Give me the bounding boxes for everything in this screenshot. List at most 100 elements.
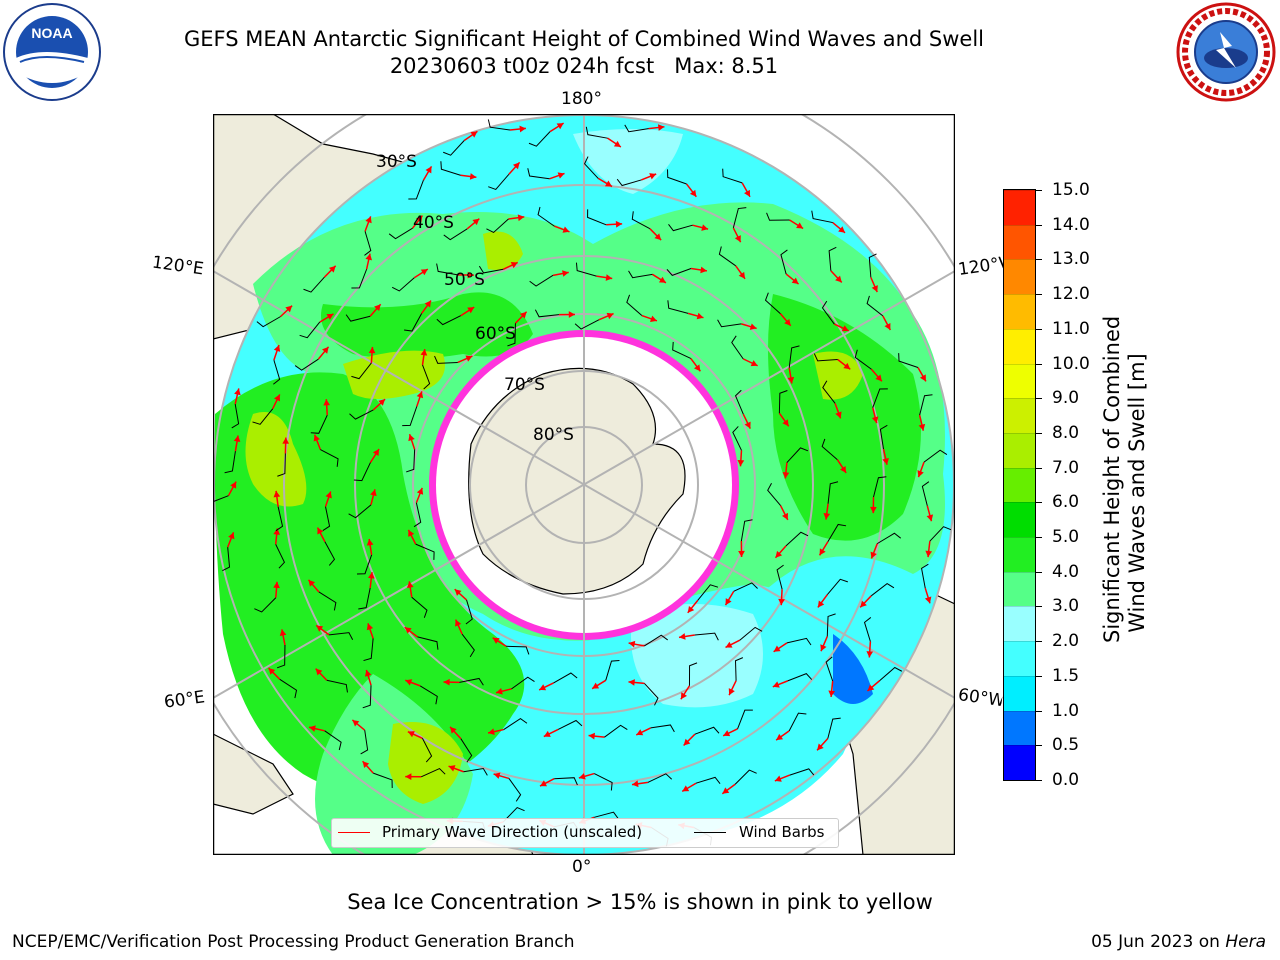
colorbar-tick-label: 11.0 [1052,318,1090,339]
wave-arrow-head [744,189,751,197]
wind-barb [254,597,277,613]
colorbar-segment [1004,745,1035,780]
wave-arrow-head [725,641,733,648]
wind-barb [788,712,807,732]
wave-arrow-head [540,780,548,787]
wind-barb [821,300,835,325]
colorbar-segment [1004,641,1035,676]
colorbar [1003,189,1036,781]
wave-arrow-head [274,394,281,402]
wind-barb [421,738,433,763]
wave-arrow-head [420,269,428,276]
wind-barb [402,406,418,427]
wind-barb [349,409,374,420]
wave-arrow-head [279,629,287,637]
wave-arrow-head [823,513,831,520]
wind-barb [391,277,415,292]
wave-arrow-head [725,598,732,606]
wind-barb [276,645,286,669]
wind-barb [373,772,393,788]
legend-wave-swatch [338,832,370,833]
colorbar-tick-mark [1036,328,1042,330]
wave-arrow-head [365,216,372,224]
wave-arrow-head [926,514,934,522]
wind-barb [919,394,933,416]
colorbar-tick-label: 6.0 [1052,492,1080,513]
colorbar-segment [1004,571,1035,607]
wave-arrow-head [696,312,704,320]
wave-arrow-head [870,506,877,514]
wave-arrow-head [408,529,415,537]
colorbar-segment [1004,363,1035,399]
colorbar-tick-mark [1036,224,1042,226]
wave-arrow-head [839,465,847,473]
colorbar-title: Significant Height of Combined Wind Wave… [1100,316,1150,643]
wind-barb [766,212,790,221]
colorbar-tick-label: 3.0 [1052,596,1080,617]
wave-arrow-head [657,124,665,131]
wave-arrow-head [408,434,415,442]
wave-arrow-head [455,619,462,627]
wave-arrow-head [819,548,826,556]
wind-barb [594,773,613,791]
colorbar-tick-mark [1036,398,1042,400]
wind-barb [731,335,744,360]
noaa-logo: NOAA [2,2,102,102]
wave-arrow-head [315,668,323,676]
wind-barb [256,316,281,328]
wind-barb [717,319,742,328]
wind-barb [764,292,781,314]
wind-barb [667,300,689,314]
wave-arrow-head [835,411,842,419]
wave-arrow-head [282,437,290,444]
wind-barb [786,637,812,646]
wind-barb [688,662,698,686]
wind-barb [822,380,836,404]
wind-barb [299,321,321,339]
wind-barb [854,349,872,370]
wave-arrow-head [679,633,686,640]
wave-arrow-head [835,275,842,283]
wind-barb [785,531,809,547]
colorbar-segment [1004,675,1035,711]
wave-arrow-head [782,512,789,520]
wave-arrow-head [613,140,621,148]
chart-title: GEFS MEAN Antarctic Significant Height o… [0,26,1168,80]
wave-arrow-head [749,323,757,330]
colorbar-tick-mark [1036,537,1042,539]
wave-arrow-head [517,214,525,222]
wind-barb [605,659,620,681]
wind-barb [231,403,240,429]
wind-barb [921,481,930,506]
wave-arrow-head [273,581,280,589]
colorbar-tick-label: 7.0 [1052,457,1080,478]
wind-barb [694,632,719,641]
wave-arrow-head [917,470,924,478]
wave-arrow-head [510,262,518,269]
colorbar-segment [1004,259,1035,295]
wind-barb [557,719,583,730]
colorbar-tick-label: 1.0 [1052,700,1080,721]
wind-barb [554,777,578,786]
wave-arrow-head [738,271,746,279]
wave-arrow-head [843,362,851,370]
wind-barb [537,206,555,227]
wave-arrow-head [285,305,293,313]
wave-arrow-head [308,579,316,587]
colorbar-tick-label: 14.0 [1052,214,1090,235]
legend-barb-swatch [694,832,726,833]
colorbar-tick-mark [1036,190,1042,191]
wind-barb [459,677,484,686]
wave-arrow-head [405,679,413,686]
wind-barb [879,424,888,450]
colorbar-tick-mark [1036,710,1042,712]
wind-barb [417,636,439,650]
colorbar-segment [1004,537,1035,572]
wave-arrow-head [592,682,600,689]
wave-arrow-head [723,730,731,737]
wind-barb [624,124,649,133]
polar-map [212,113,956,856]
wave-arrow-head [556,123,564,130]
wind-barb [529,274,554,287]
wave-arrow-head [370,489,377,497]
